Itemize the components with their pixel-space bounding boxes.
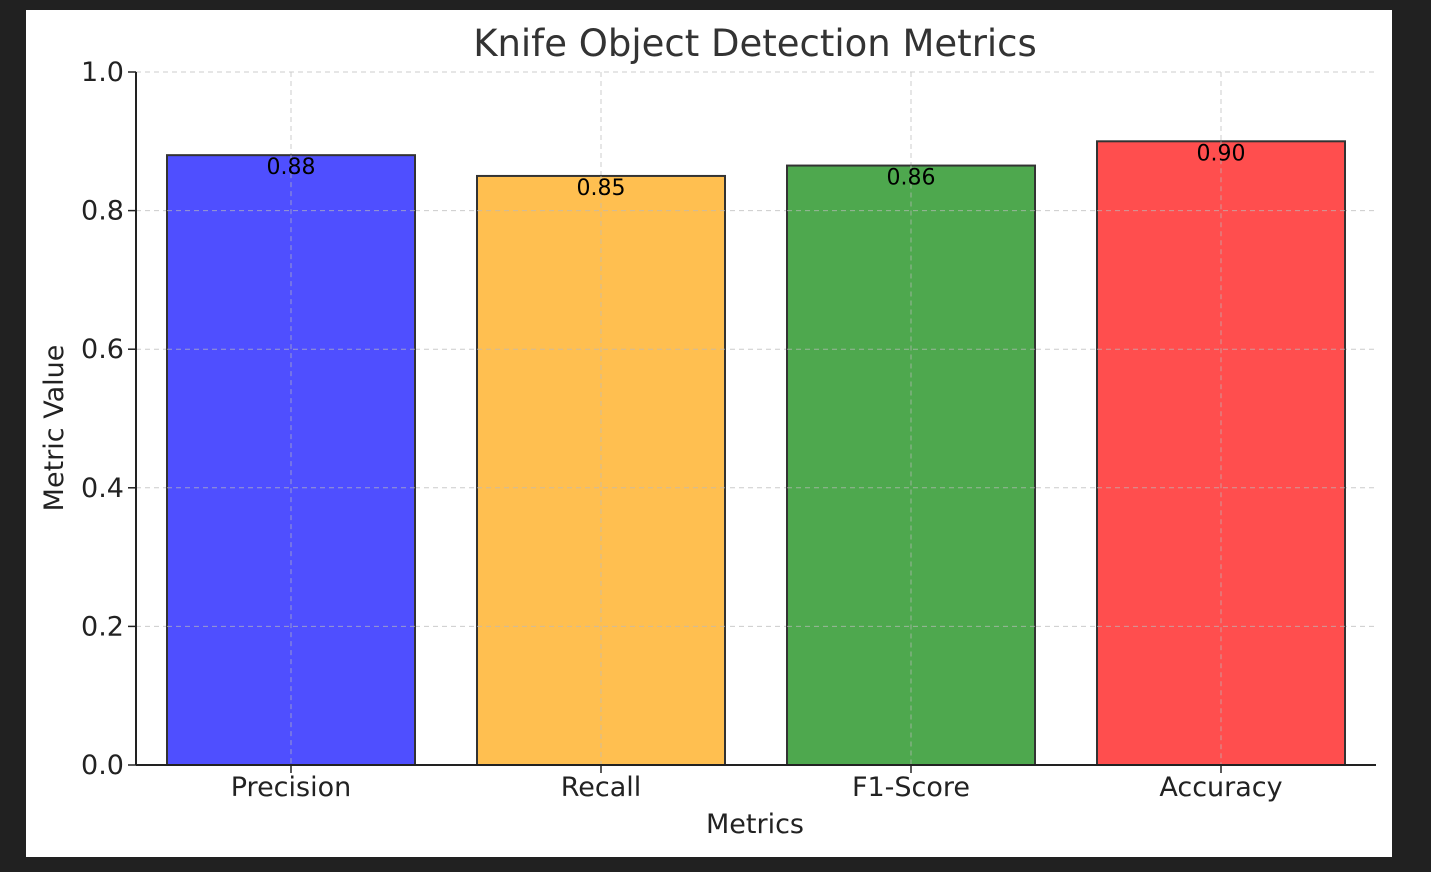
y-tick-label: 0.2 bbox=[81, 611, 124, 642]
data-label: 0.88 bbox=[267, 155, 316, 180]
x-tick-label: Precision bbox=[231, 772, 351, 803]
x-tick-label: Recall bbox=[561, 772, 642, 803]
chart-title: Knife Object Detection Metrics bbox=[473, 22, 1037, 65]
x-axis-title: Metrics bbox=[706, 809, 804, 840]
y-tick-label: 0.4 bbox=[81, 473, 124, 504]
chart-panel: 0.0 0.2 0.4 0.6 0.8 1.0 Precision Recall F1-Scor… bbox=[26, 10, 1392, 857]
y-tick-label: 0.6 bbox=[81, 334, 124, 365]
data-label: 0.90 bbox=[1197, 141, 1246, 166]
y-tick-label: 0.8 bbox=[81, 196, 124, 227]
y-axis-title: Metric Value bbox=[39, 345, 70, 512]
x-tick-label: Accuracy bbox=[1159, 772, 1282, 803]
data-label: 0.86 bbox=[887, 166, 936, 191]
y-tick-label: 1.0 bbox=[81, 57, 124, 88]
axes bbox=[135, 72, 1376, 766]
ticks: 0.0 0.2 0.4 0.6 0.8 1.0 Precision Recall F1-Scor… bbox=[81, 57, 1283, 803]
bar-chart: 0.0 0.2 0.4 0.6 0.8 1.0 Precision Recall F1-Scor… bbox=[39, 22, 1376, 840]
data-label: 0.85 bbox=[577, 176, 626, 201]
y-tick-label: 0.0 bbox=[81, 750, 124, 781]
bar-recall bbox=[476, 174, 726, 766]
data-labels: 0.88 0.85 0.86 0.90 bbox=[267, 141, 1246, 201]
bars bbox=[166, 140, 1346, 767]
x-tick-label: F1-Score bbox=[852, 772, 970, 803]
